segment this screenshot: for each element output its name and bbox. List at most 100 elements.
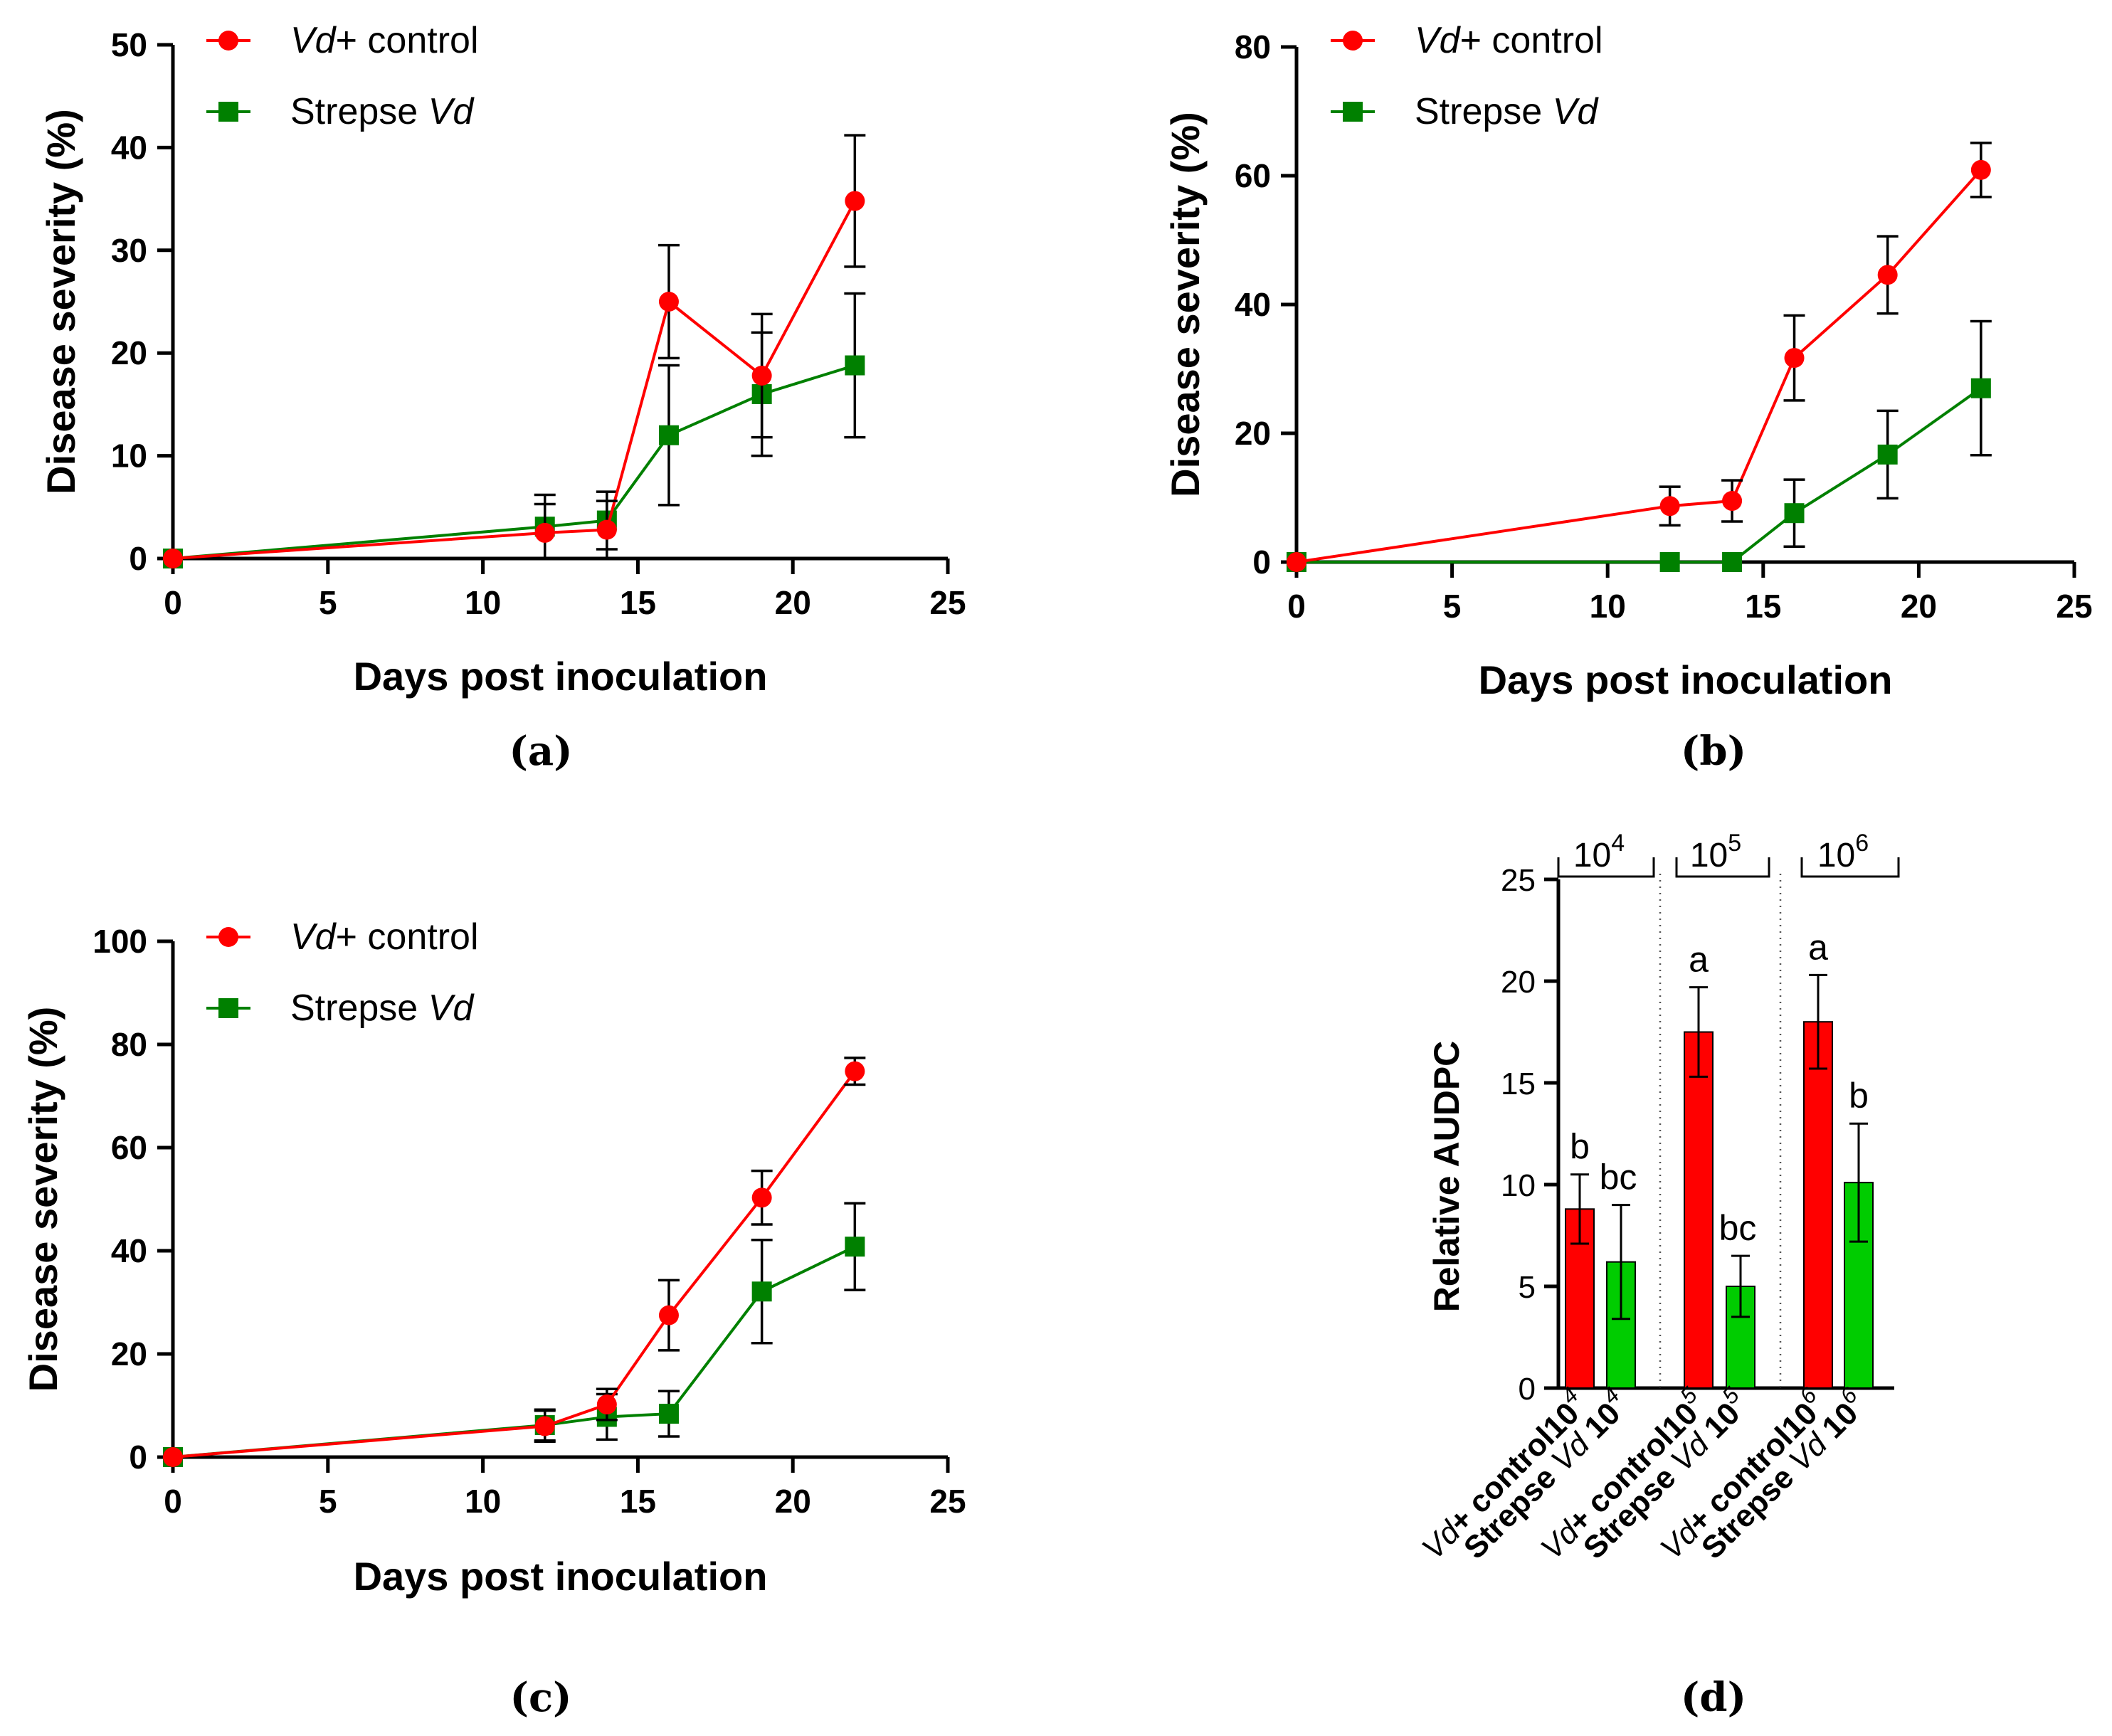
legend-italic: Vd [290,916,337,958]
y-tick-label: 40 [1235,286,1271,323]
data-point [1784,348,1805,369]
data-point [1877,265,1898,285]
panel-caption: (c) [509,1674,571,1721]
data-point [163,549,183,568]
x-tick-label: 0 [1287,588,1306,625]
legend-text: Strepse [1415,91,1553,132]
group-label-exp: 6 [1855,830,1869,857]
legend-text: + control [336,20,479,61]
panel-b: 0 5 10 15 20 25 0 20 40 60 80 Days post inoculation… [1163,20,2093,775]
legend-label: Strepse Vd [290,988,475,1029]
x-tick-label: 0 [164,1483,182,1520]
x-tick-label: 0 [164,584,182,621]
x-tick-label: 20 [775,1483,811,1520]
x-tick-label: 15 [1745,588,1781,625]
legend-italic: Vd [1415,20,1462,61]
panel-c: 0 5 10 15 20 25 0 20 40 60 80 100 Days post inoculat… [21,916,966,1721]
y-tick-label: 15 [1501,1067,1536,1101]
x-tick-label: 25 [929,584,966,621]
significance-letter: bc [1719,1208,1757,1248]
y-axis-title: Disease severity (%) [1163,112,1208,497]
series-strepse [163,292,866,568]
data-point [534,522,555,543]
data-point [1659,496,1680,517]
data-point [1722,491,1743,512]
series-control [163,134,866,568]
panel-a: 0 5 10 15 20 25 0 10 20 30 40 50 Days post inoculati… [38,20,966,775]
group-label-exp: 5 [1728,830,1741,857]
group-bracket [1675,857,1770,878]
data-point [751,1187,772,1208]
y-tick-label: 20 [1501,965,1536,1000]
data-point [751,365,772,386]
legend-label: Strepse Vd [290,91,475,132]
legend-italic: Vd [1553,91,1600,132]
group-label-base: 10 [1817,837,1855,874]
series-line [172,364,855,560]
data-point [1970,159,1991,180]
x-axis-title: Days post inoculation [354,1554,768,1599]
x-tick-label: 15 [620,1483,656,1520]
significance-letter: a [1808,927,1828,967]
y-tick-label: 25 [1501,863,1536,898]
panel-caption: (a) [509,728,572,775]
bar [1684,1031,1714,1389]
y-tick-label: 60 [1235,157,1271,194]
legend-marker [1343,102,1363,122]
y-tick-label: 20 [1235,415,1271,452]
legend-marker [218,31,238,51]
panel-caption: (b) [1681,728,1746,775]
series-line [172,1070,856,1459]
y-tick-label: 10 [1501,1168,1536,1203]
y-tick-label: 30 [111,232,147,269]
series-strepse [1287,319,1992,572]
legend-text: + control [336,916,479,958]
legend-label: Vd+ control [1415,20,1603,61]
series-control [1287,142,1992,572]
x-tick-label: 5 [319,1483,337,1520]
legend-text: Strepse [290,91,428,132]
group-bracket [1557,857,1655,878]
x-tick-label: 10 [465,1483,501,1520]
x-tick-label: 15 [620,584,656,621]
data-point [1970,378,1991,398]
data-point [845,191,865,211]
x-tick-label: 20 [775,584,811,621]
x-axis-title: Days post inoculation [1479,657,1893,702]
data-point [658,425,679,445]
legend-marker [218,927,238,947]
legend-label: Vd+ control [290,20,479,61]
legend-marker [218,102,238,122]
y-tick-label: 60 [111,1129,147,1166]
group-label: 104 [1573,830,1625,874]
significance-letter: a [1689,940,1709,980]
x-tick-label: 10 [1590,588,1626,625]
legend-italic: Vd [290,20,337,61]
bar [1803,1021,1833,1389]
y-tick-label: 20 [111,334,147,371]
data-point [596,519,617,540]
legend-italic: Vd [428,988,475,1029]
data-point [845,1061,865,1081]
y-tick-label: 80 [1235,28,1271,65]
legend-text: Strepse [290,988,428,1029]
y-tick-label: 100 [93,923,147,960]
legend-label: Vd+ control [290,916,479,958]
data-point [534,1416,555,1436]
series-line [172,1245,856,1459]
legend-italic: Vd [428,91,475,132]
group-label-exp: 4 [1611,830,1625,857]
data-point [845,355,865,376]
x-axis-title: Days post inoculation [354,654,768,699]
data-point [163,1447,183,1467]
group-label-base: 10 [1690,837,1728,874]
series-line [172,200,857,560]
y-axis-title: Disease severity (%) [38,109,83,494]
data-point [1722,552,1743,572]
data-point [658,292,679,312]
panel-caption: (d) [1681,1674,1746,1721]
data-point [1877,444,1898,465]
group-label: 105 [1690,830,1741,874]
